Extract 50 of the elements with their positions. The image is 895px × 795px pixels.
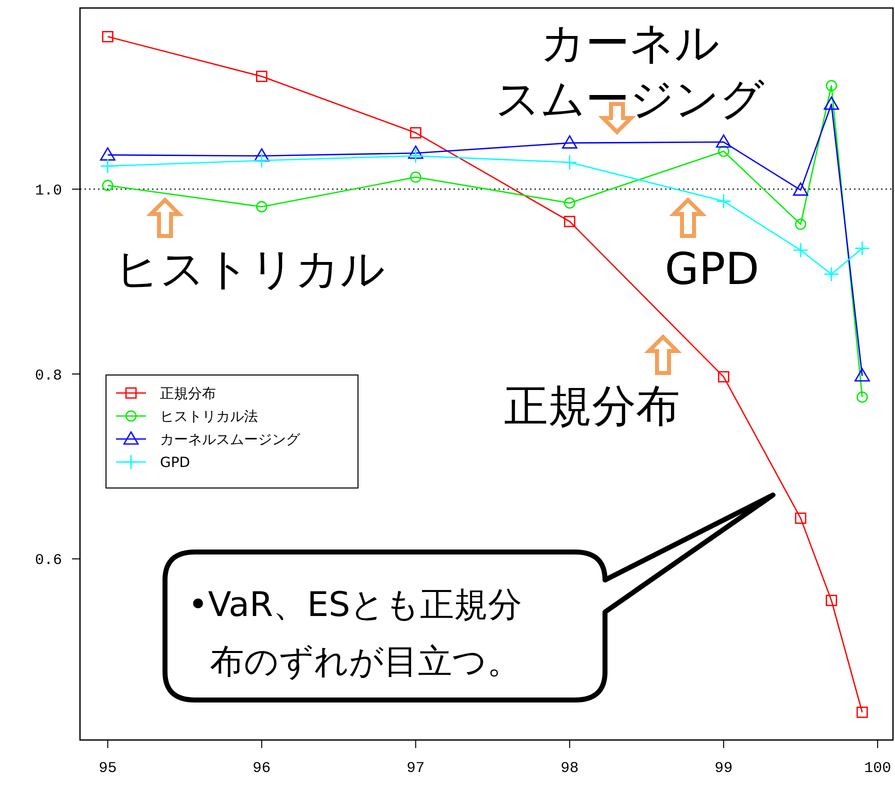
legend-label: カーネルスムージング <box>160 432 301 448</box>
x-tick-label: 98 <box>560 760 579 777</box>
x-tick-label: 100 <box>864 760 892 777</box>
point <box>410 127 422 138</box>
point <box>716 134 732 148</box>
point <box>826 594 838 606</box>
point <box>718 146 730 157</box>
legend-label: ヒストリカル法 <box>160 408 258 425</box>
annotation: 正規分布 <box>504 381 680 432</box>
y-tick-label: 1.0 <box>34 182 62 200</box>
point <box>562 135 578 149</box>
annotation: •VaR、ESとも正規分布のずれが目立つ。 <box>188 585 522 682</box>
y-tick-label: 0.6 <box>34 552 62 570</box>
point <box>856 706 868 718</box>
point <box>826 80 838 92</box>
point <box>792 182 808 196</box>
point <box>718 371 730 382</box>
point <box>100 158 116 174</box>
x-tick-label: 99 <box>714 760 733 777</box>
point <box>408 148 424 164</box>
point <box>408 145 424 159</box>
point <box>716 194 732 209</box>
point <box>854 368 870 382</box>
point <box>856 391 868 403</box>
point <box>254 148 270 162</box>
point <box>254 152 270 168</box>
annotation: カーネルスムージング <box>496 18 764 125</box>
legend-label: 正規分布 <box>160 386 216 402</box>
point <box>410 171 422 183</box>
point <box>824 96 840 110</box>
annotation: ヒストリカル <box>115 244 385 295</box>
point <box>854 240 870 256</box>
x-tick-label: 95 <box>98 760 117 777</box>
y-tick-label: 0.8 <box>34 367 62 384</box>
point <box>794 218 806 230</box>
point <box>564 197 576 209</box>
point <box>564 216 576 228</box>
point <box>256 70 268 82</box>
point <box>824 266 840 282</box>
point <box>100 147 116 161</box>
point <box>102 31 114 42</box>
point <box>794 512 806 524</box>
point <box>102 180 114 192</box>
x-tick-label: 96 <box>252 760 271 777</box>
point <box>792 242 808 258</box>
legend-label: GPD <box>160 454 190 471</box>
point <box>256 201 268 212</box>
point <box>562 154 578 170</box>
x-tick-label: 97 <box>406 760 425 777</box>
annotation: GPD <box>664 244 760 295</box>
